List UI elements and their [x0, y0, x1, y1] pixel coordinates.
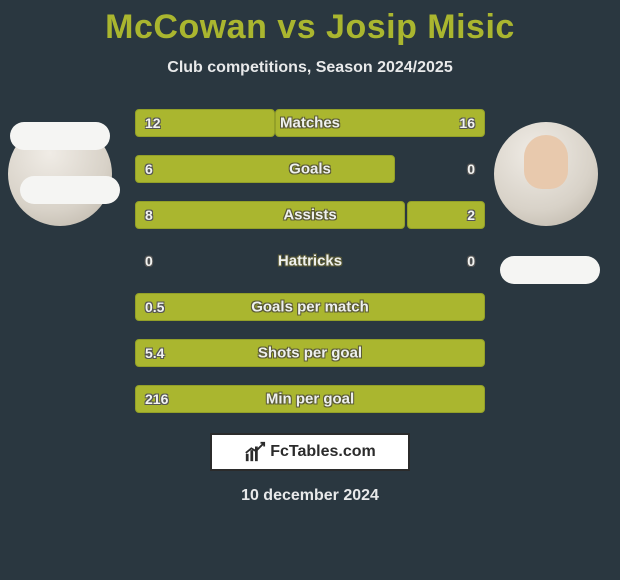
stat-value-left: 8	[145, 207, 153, 223]
stat-value-left: 0.5	[145, 299, 164, 315]
stat-label: Goals per match	[251, 299, 369, 316]
stat-row: 8 2 Assists	[135, 201, 485, 229]
stat-label: Min per goal	[266, 391, 354, 408]
subtitle: Club competitions, Season 2024/2025	[0, 59, 620, 77]
stat-value-left: 5.4	[145, 345, 164, 361]
stat-value-right: 0	[467, 253, 475, 269]
stat-value-left: 12	[145, 115, 161, 131]
fctables-icon	[244, 441, 266, 463]
logo-box: FcTables.com	[210, 433, 410, 471]
comparison-chart: 12 16 Matches 6 0 Goals 8 2 Assists 0 0 Hattricks 0.…	[0, 109, 620, 413]
stat-label: Assists	[283, 207, 336, 224]
date-text: 10 december 2024	[0, 487, 620, 505]
stat-row: 12 16 Matches	[135, 109, 485, 137]
stat-row: 6 0 Goals	[135, 155, 485, 183]
stat-bar-left	[135, 155, 395, 183]
page-title: McCowan vs Josip Misic	[0, 0, 620, 47]
stat-value-left: 216	[145, 391, 168, 407]
stat-value-left: 0	[145, 253, 153, 269]
stat-label: Shots per goal	[258, 345, 362, 362]
stat-bar-left	[135, 201, 405, 229]
logo-text: FcTables.com	[270, 443, 376, 461]
stat-value-right: 2	[467, 207, 475, 223]
stat-row: 0.5 Goals per match	[135, 293, 485, 321]
stat-value-left: 6	[145, 161, 153, 177]
stat-label: Goals	[289, 161, 331, 178]
stat-row: 216 Min per goal	[135, 385, 485, 413]
stat-label: Hattricks	[278, 253, 342, 270]
stat-row: 5.4 Shots per goal	[135, 339, 485, 367]
stat-label: Matches	[280, 115, 340, 132]
stat-value-right: 16	[459, 115, 475, 131]
stat-row: 0 0 Hattricks	[135, 247, 485, 275]
stat-value-right: 0	[467, 161, 475, 177]
